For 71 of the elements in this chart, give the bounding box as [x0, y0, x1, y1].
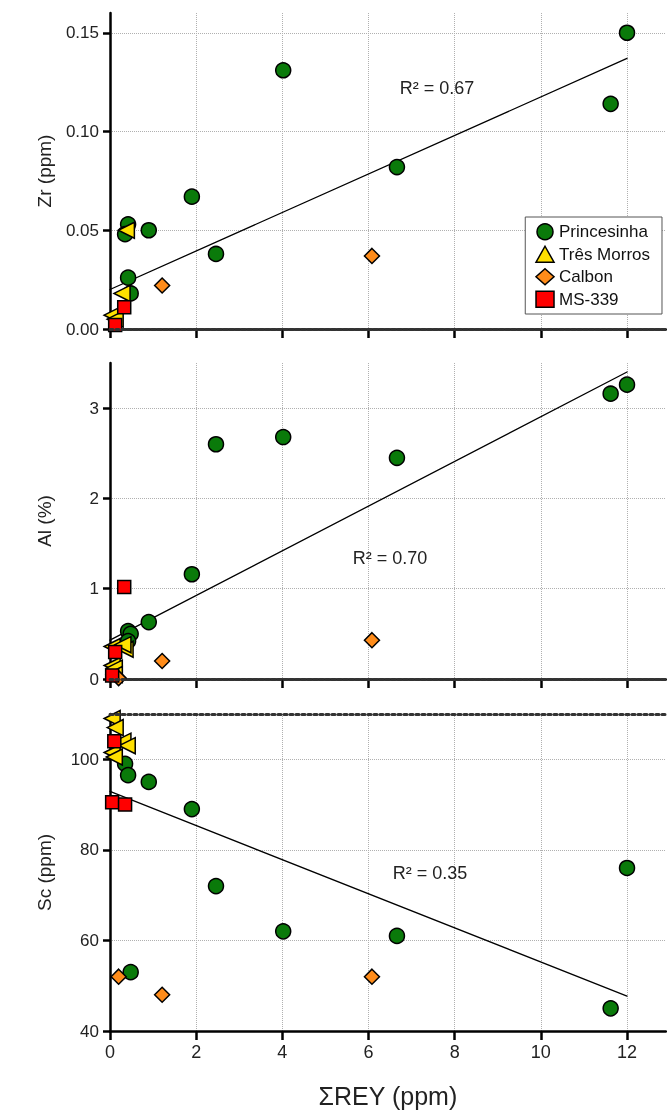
- y-axis-title: Al (%): [34, 495, 55, 547]
- point: [117, 221, 136, 239]
- point: [274, 923, 292, 940]
- point: [110, 968, 127, 985]
- point: [153, 986, 171, 1004]
- annotation: R² = 0.35: [392, 863, 468, 883]
- point: [618, 24, 636, 41]
- point: [106, 718, 124, 737]
- point: [618, 859, 636, 877]
- x-tick-label: 12: [617, 1042, 638, 1062]
- point: [116, 579, 132, 595]
- point: [117, 797, 133, 812]
- annotation: R² = 0.70: [352, 548, 428, 568]
- y-tick-label: 0.10: [65, 122, 99, 141]
- point: [183, 800, 201, 818]
- point: [119, 269, 137, 286]
- point: [140, 613, 158, 631]
- point: [122, 963, 139, 981]
- point: [153, 277, 171, 294]
- point: [183, 566, 201, 583]
- x-tick-label: 6: [363, 1042, 374, 1062]
- y-tick-label: 100: [70, 749, 99, 769]
- point: [602, 95, 619, 113]
- point: [153, 652, 171, 670]
- legend-label: Três Morros: [559, 244, 651, 264]
- point: [602, 385, 619, 402]
- point: [363, 631, 381, 649]
- y-axis-title: Sc (ppm): [34, 833, 55, 912]
- y-tick-label: 60: [80, 930, 99, 950]
- point: [207, 245, 225, 263]
- point: [140, 222, 158, 239]
- point: [119, 766, 137, 784]
- y-tick-label: 1: [89, 579, 99, 599]
- legend-label: MS-339: [559, 289, 619, 309]
- y-tick-label: 80: [80, 840, 99, 860]
- y-tick-label: 0.00: [65, 319, 99, 339]
- point: [114, 635, 132, 654]
- point: [104, 795, 120, 810]
- x-axis-title: ΣREY (ppm): [318, 1081, 458, 1110]
- point: [274, 62, 292, 79]
- y-tick-label: 3: [89, 398, 99, 418]
- point: [602, 1000, 619, 1017]
- y-axis-title: Zr (ppm): [34, 134, 55, 208]
- x-tick-label: 0: [104, 1042, 116, 1062]
- x-tick-label: 10: [530, 1042, 551, 1062]
- point: [105, 748, 124, 766]
- point: [388, 449, 406, 467]
- x-tick-label: 8: [449, 1042, 460, 1062]
- point: [363, 968, 381, 985]
- point: [183, 188, 201, 205]
- legend-label: Calbon: [559, 267, 613, 287]
- point: [388, 927, 406, 945]
- point: [140, 773, 158, 791]
- y-tick-label: 0: [89, 669, 99, 689]
- x-tick-label: 2: [191, 1042, 202, 1062]
- y-tick-label: 0.15: [65, 23, 99, 43]
- point: [388, 158, 406, 176]
- y-tick-label: 2: [89, 488, 99, 508]
- point: [618, 376, 636, 393]
- point: [274, 428, 292, 446]
- point: [207, 436, 225, 453]
- point: [207, 877, 225, 895]
- x-tick-label: 4: [277, 1042, 288, 1062]
- y-tick-label: 0.05: [65, 220, 99, 240]
- annotation: R² = 0.67: [399, 78, 475, 98]
- y-tick-label: 40: [80, 1021, 99, 1041]
- point: [116, 300, 132, 315]
- point: [107, 644, 123, 660]
- legend-label: Princesinha: [559, 222, 649, 242]
- point: [363, 247, 381, 265]
- point: [107, 733, 122, 749]
